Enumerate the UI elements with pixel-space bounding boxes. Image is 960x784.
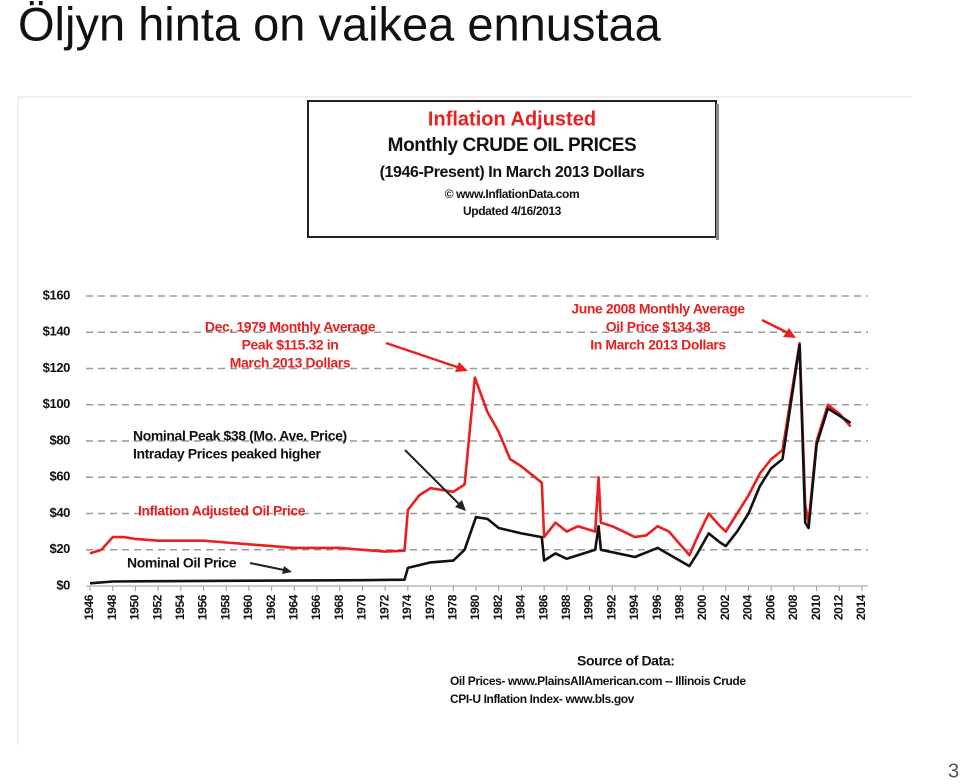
x-tick-label: 1958 <box>218 594 232 620</box>
x-tick-label: 1978 <box>445 594 459 620</box>
y-tick-label: $40 <box>50 505 71 520</box>
x-tick-label: 1984 <box>514 594 528 620</box>
title-box <box>307 100 717 238</box>
arrows <box>249 318 796 574</box>
x-tick-label: 1952 <box>150 594 164 620</box>
x-tick-label: 2000 <box>695 594 709 620</box>
x-tick-label: 1976 <box>423 594 437 620</box>
x-tick-label: 1960 <box>241 594 255 620</box>
x-tick-label: 1974 <box>400 594 414 620</box>
y-tick-label: $0 <box>56 577 70 592</box>
series-label: Nominal Oil Price <box>127 555 237 571</box>
chart-subtitle: (1946-Present) In March 2013 Dollars <box>380 164 645 181</box>
annotation: Intraday Prices peaked higher <box>133 446 322 462</box>
y-tick-label: $60 <box>50 469 71 484</box>
source-text: Source of Data: <box>577 653 674 669</box>
y-tick-label: $140 <box>43 324 70 339</box>
annotation: Nominal Peak $38 (Mo. Ave. Price) <box>133 428 347 444</box>
y-tick-label: $100 <box>43 396 70 411</box>
x-tick-label: 1994 <box>627 594 641 620</box>
chart-title: Inflation Adjusted <box>428 108 596 130</box>
x-tick-label: 1948 <box>105 594 119 620</box>
title-box-shadow <box>716 104 719 240</box>
x-tick-label: 1964 <box>287 594 301 620</box>
arrow <box>249 562 285 571</box>
arrowhead <box>455 362 468 372</box>
source-text: Oil Prices- www.PlainsAllAmerican.com --… <box>450 674 746 688</box>
x-tick-label: 1996 <box>650 594 664 620</box>
x-tick-label: 1956 <box>196 594 210 620</box>
source-text: CPI-U Inflation Index- www.bls.gov <box>450 692 635 706</box>
x-tick-label: 1980 <box>468 594 482 620</box>
annotation: In March 2013 Dollars <box>590 337 726 353</box>
x-tick-label: 1992 <box>604 594 618 620</box>
x-tick-label: 2010 <box>809 594 823 620</box>
arrowhead <box>282 566 292 574</box>
y-tick-label: $20 <box>50 541 71 556</box>
series-line <box>89 343 852 585</box>
x-tick-label: 1954 <box>173 594 187 620</box>
x-tick-label: 1966 <box>309 594 323 620</box>
series-line <box>89 341 852 557</box>
arrow <box>761 318 789 335</box>
annotation: March 2013 Dollars <box>230 355 351 371</box>
x-tick-label: 1982 <box>491 594 505 620</box>
x-tick-label: 1946 <box>82 594 96 620</box>
arrow <box>385 341 461 370</box>
annotation: Dec. 1979 Monthly Average <box>205 319 376 335</box>
annotation: Peak $115.32 in <box>242 337 339 353</box>
x-tick-label: 2002 <box>718 594 732 620</box>
x-tick-label: 2014 <box>854 594 868 620</box>
annotation: Oil Price $134.38 <box>606 319 711 335</box>
annotation: June 2008 Monthly Average <box>571 301 745 317</box>
x-tick-label: 1988 <box>559 594 573 620</box>
x-tick-label: 1972 <box>377 594 391 620</box>
y-tick-label: $160 <box>43 287 70 302</box>
x-tick-label: 2008 <box>786 594 800 620</box>
y-tick-label: $80 <box>50 432 71 447</box>
x-tick-label: 2004 <box>741 594 755 620</box>
x-tick-label: 1970 <box>355 594 369 620</box>
chart-subtitle: © www.InflationData.com <box>445 187 580 201</box>
x-tick-label: 1990 <box>582 594 596 620</box>
y-tick-label: $120 <box>43 360 70 375</box>
x-tick-label: 1962 <box>264 594 278 620</box>
x-tick-label: 2012 <box>831 594 845 620</box>
arrowhead <box>455 500 466 511</box>
chart-subtitle: Updated 4/16/2013 <box>463 204 562 218</box>
arrowhead <box>783 328 796 338</box>
x-tick-label: 2006 <box>763 594 777 620</box>
series-label: Inflation Adjusted Oil Price <box>138 503 306 519</box>
x-tick-label: 1998 <box>673 594 687 620</box>
x-tick-label: 1968 <box>332 594 346 620</box>
chart-subtitle: Monthly CRUDE OIL PRICES <box>388 135 637 156</box>
x-tick-label: 1986 <box>536 594 550 620</box>
arrow <box>404 449 461 506</box>
slide-title: Öljyn hinta on vaikea ennustaa <box>18 0 662 50</box>
page-number: 3 <box>948 760 959 782</box>
x-tick-label: 1950 <box>128 594 142 620</box>
